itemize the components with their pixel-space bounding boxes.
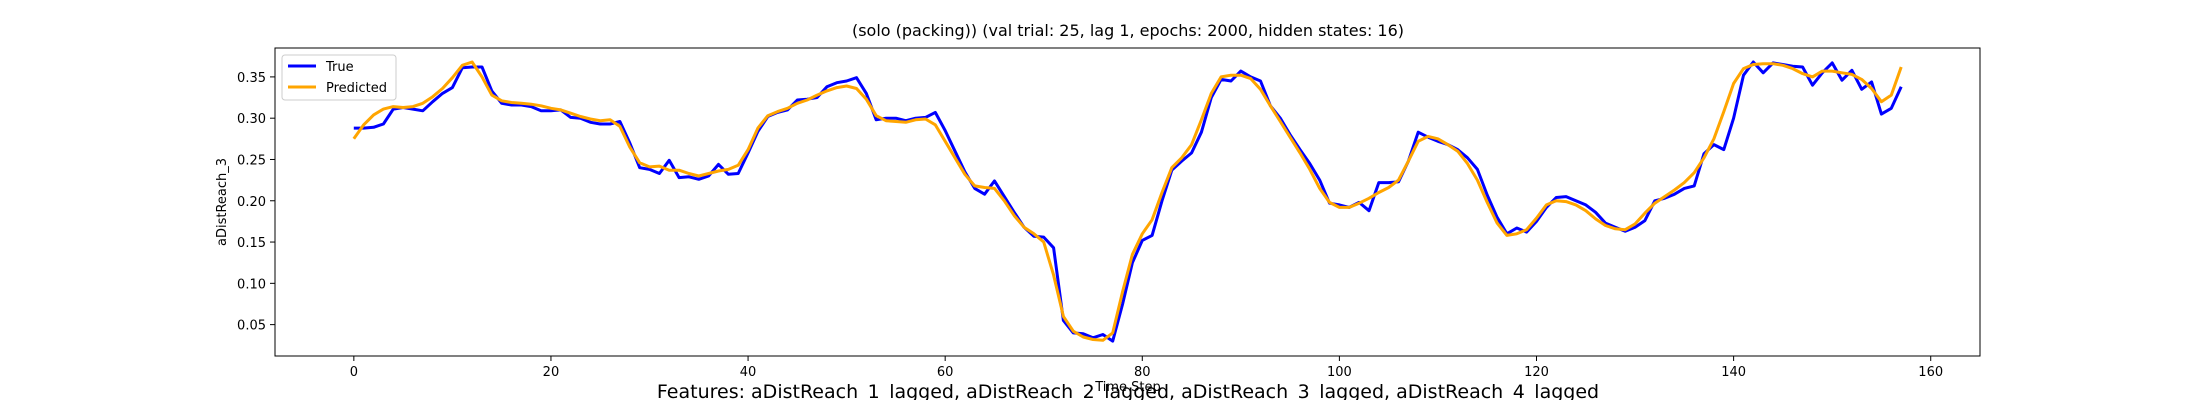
series-line-predicted [352,60,1903,342]
x-axis-ticks: 0 20 40 60 80 100 120 140 160 [350,356,1943,380]
y-tick-label: 0.10 [237,277,266,292]
y-axis-ticks: 0.05 0.10 0.15 0.20 0.25 0.30 0.35 [237,71,275,334]
y-tick-label: 0.20 [237,195,266,210]
x-tick-label: 160 [1918,365,1943,380]
chart-title: (solo (packing)) (val trial: 25, lag 1, … [852,21,1404,40]
y-tick-label: 0.30 [237,112,266,127]
series-layer [352,60,1903,343]
x-tick-label: 40 [740,365,757,380]
plot-area: 0 20 40 60 80 100 120 140 160 0.050.100.150.200.… [237,47,1981,380]
axes-frame [274,47,1981,357]
y-axis-label: aDistReach_3 [215,158,230,246]
y-tick-label: 0.35 [237,71,266,86]
x-axis-label: Time Step [1094,380,1161,395]
x-tick-label: 20 [543,365,560,380]
series-line-true [353,60,1903,343]
x-tick-label: 80 [1134,365,1151,380]
y-tick-label: 0.25 [237,153,266,168]
legend-label-true: True [325,60,354,75]
x-tick-label: 120 [1524,365,1549,380]
x-tick-label: 60 [937,365,954,380]
y-tick-label: 0.05 [237,319,266,334]
legend-label-predicted: Predicted [326,81,387,96]
features-caption: Features: aDistReach_1_lagged, aDistReac… [657,381,1599,400]
x-tick-label: 140 [1721,365,1746,380]
y-tick-label: 0.15 [237,236,266,251]
x-tick-label: 100 [1327,365,1352,380]
x-tick-label: 0 [350,365,358,380]
legend: True Predicted [281,54,397,101]
